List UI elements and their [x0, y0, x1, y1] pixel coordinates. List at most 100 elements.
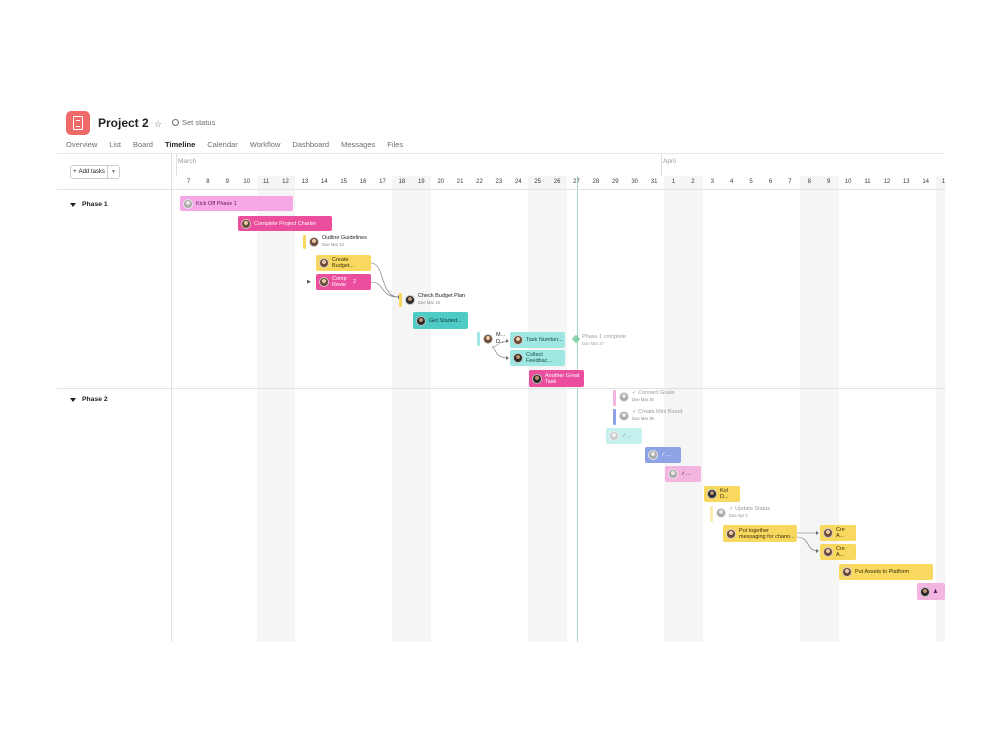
- task-bar[interactable]: Task Number...: [510, 332, 565, 348]
- task-bar[interactable]: ♟: [917, 583, 945, 600]
- task-bar[interactable]: Put together messaging for chann...: [723, 525, 797, 542]
- task-label: Create Budget...: [332, 257, 355, 269]
- avatar: [609, 431, 619, 441]
- task-label: Complete Project Charter: [254, 220, 317, 227]
- add-tasks-label: Add tasks: [78, 169, 105, 175]
- tab-messages[interactable]: Messages: [341, 140, 376, 149]
- chevron-down-icon[interactable]: ⌄: [141, 117, 150, 128]
- day-label: 24: [514, 179, 522, 185]
- plus-icon: +: [73, 169, 77, 175]
- tab-timeline[interactable]: Timeline: [164, 140, 196, 154]
- tab-workflow[interactable]: Workflow: [249, 140, 281, 149]
- tab-board[interactable]: Board: [132, 140, 153, 149]
- task-bar-outline-guidelines[interactable]: Outline Guidelines Due Mar 13: [303, 235, 367, 249]
- tab-list[interactable]: List: [109, 140, 121, 149]
- avatar: [619, 392, 629, 402]
- task-due: Due Mar 18: [418, 299, 440, 305]
- project-title[interactable]: Project 2: [98, 116, 149, 130]
- weekend-column: [256, 176, 276, 642]
- task-stub: [710, 506, 713, 522]
- weekend-column: [935, 176, 945, 642]
- avatar: [532, 373, 542, 384]
- person-icon: ♟: [933, 588, 938, 595]
- day-label: 29: [611, 179, 619, 185]
- task-bar[interactable]: Cre A...: [820, 544, 856, 560]
- day-label: 23: [495, 179, 503, 185]
- day-label: 19: [417, 179, 425, 185]
- phase-1-header[interactable]: Phase 1: [70, 201, 108, 208]
- task-bar[interactable]: Cre A...: [820, 525, 856, 541]
- task-bar-update-status[interactable]: ✓ Update Status Due Apr 3: [710, 506, 770, 522]
- timeline-grid: 7891011121314151617181920212223242526272…: [171, 154, 945, 642]
- task-bar[interactable]: Complete Project Charter: [238, 216, 332, 231]
- task-bar[interactable]: Kick Off Phase 1: [180, 196, 293, 211]
- task-bar[interactable]: Comp Revie 2: [316, 274, 371, 290]
- collapse-triangle-icon[interactable]: [70, 202, 76, 207]
- task-label: Connect Goals: [638, 390, 675, 396]
- avatar: [726, 528, 736, 539]
- tab-files[interactable]: Files: [387, 140, 404, 149]
- day-label: 13: [301, 179, 309, 185]
- tab-overview[interactable]: Overview: [66, 140, 98, 149]
- task-bar[interactable]: Kol D...: [704, 486, 740, 502]
- task-label: Collect Feedbac...: [526, 352, 552, 364]
- task-due: Due Mar 30: [632, 396, 654, 402]
- chevron-down-icon[interactable]: ▼: [111, 169, 116, 175]
- day-label: 15: [941, 179, 945, 185]
- day-label: 14: [922, 179, 930, 185]
- task-bar[interactable]: Get Started...: [413, 312, 468, 329]
- task-label: Comp Revie: [332, 276, 347, 288]
- task-bar-connect-goals[interactable]: ✓ Connect Goals Due Mar 30: [613, 390, 675, 406]
- header-divider-left: [57, 189, 945, 190]
- avatar: [183, 198, 193, 209]
- task-bar[interactable]: ✓…: [606, 428, 642, 444]
- task-label: Another Great Task: [545, 372, 580, 385]
- add-tasks-main[interactable]: + Add tasks: [71, 166, 108, 178]
- tab-calendar[interactable]: Calendar: [207, 140, 238, 149]
- month-label: April: [663, 158, 677, 165]
- day-label: 8: [807, 179, 811, 185]
- task-bar-mini-board[interactable]: ✓ Create Mini Board Due Mar 30: [613, 409, 682, 425]
- task-label: Get Started...: [429, 317, 462, 324]
- avatar: [707, 489, 717, 499]
- star-icon[interactable]: ☆: [154, 119, 163, 129]
- task-label: M... D...: [496, 332, 506, 345]
- task-bar[interactable]: Create Budget...: [316, 255, 371, 271]
- day-label: 17: [379, 179, 386, 185]
- set-status-button[interactable]: Set status: [172, 118, 215, 127]
- day-label: 26: [553, 179, 561, 185]
- avatar: [648, 450, 658, 460]
- day-label: 1: [671, 179, 676, 185]
- task-bar[interactable]: Collect Feedbac...: [510, 350, 565, 366]
- phase-2-header[interactable]: Phase 2: [70, 396, 108, 403]
- collapse-triangle-icon[interactable]: [70, 397, 76, 402]
- task-bar-m[interactable]: M... D...: [477, 332, 506, 346]
- weekend-column: [547, 176, 567, 642]
- check-icon: ✓…: [622, 433, 633, 439]
- weekend-column: [819, 176, 839, 642]
- task-stub: [613, 409, 616, 425]
- task-bar-check-budget[interactable]: Check Budget Plan Due Mar 18: [399, 293, 465, 307]
- day-label: 12: [282, 179, 289, 185]
- expand-subtasks-icon[interactable]: ▶: [307, 279, 311, 285]
- task-bar[interactable]: Another Great Task: [529, 370, 584, 387]
- notebook-icon[interactable]: [66, 111, 90, 135]
- tab-dashboard[interactable]: Dashboard: [292, 140, 330, 149]
- check-icon: ✓…: [681, 471, 692, 477]
- task-bar[interactable]: Put Assets to Platform: [839, 564, 933, 580]
- task-stub: [399, 293, 402, 307]
- day-label: 14: [320, 179, 328, 185]
- add-tasks-button[interactable]: + Add tasks ▼: [70, 165, 120, 179]
- status-circle-icon: [172, 119, 179, 126]
- task-bar[interactable]: ✓…: [665, 466, 701, 482]
- task-label: Put together messaging for chann...: [739, 527, 795, 540]
- task-bar[interactable]: ✓…: [645, 447, 681, 463]
- phase-1-label: Phase 1: [82, 201, 108, 208]
- day-label: 2: [691, 179, 695, 185]
- task-stub: [303, 235, 306, 249]
- day-label: 7: [186, 179, 191, 185]
- weekend-column: [683, 176, 703, 642]
- day-label: 4: [730, 179, 734, 185]
- avatar: [405, 295, 415, 305]
- phase-divider: [57, 388, 945, 389]
